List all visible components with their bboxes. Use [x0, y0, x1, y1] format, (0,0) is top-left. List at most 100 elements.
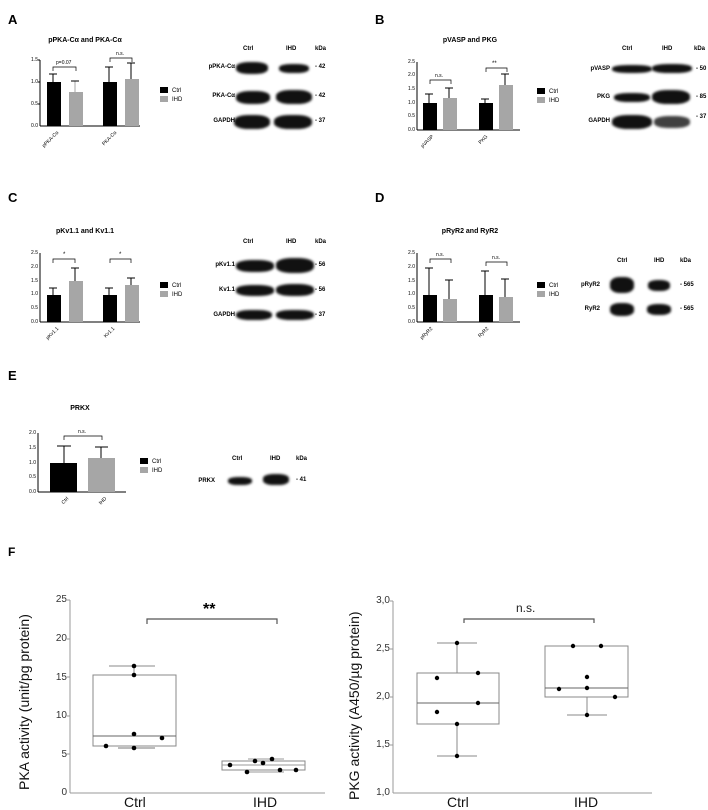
bar-plot-b: [416, 62, 520, 131]
blot-band: [274, 115, 312, 129]
blot-column-header: Ctrl: [243, 239, 254, 245]
bar-plot-e: [37, 433, 126, 493]
blot-row-label: GAPDH: [213, 312, 235, 318]
ytick: 0.5: [408, 113, 415, 119]
blot-band: [236, 260, 274, 272]
xtick-label: IHD: [253, 794, 278, 810]
chart-title-d: pRyR2 and RyR2: [441, 228, 499, 235]
kda-marker: - 37: [315, 118, 326, 124]
sig-annotation: *: [119, 252, 122, 258]
sig-annotation: n.s.: [436, 252, 445, 258]
ytick: 1.0: [408, 291, 415, 297]
bar-plot-c: [39, 253, 140, 323]
legend-label: Ctrl: [549, 89, 559, 95]
sig-annotation: **: [492, 61, 497, 67]
ytick: 0.5: [29, 474, 36, 480]
ytick: 2.0: [31, 264, 38, 270]
legend-label: IHD: [152, 468, 163, 474]
blot-column-header: Ctrl: [243, 46, 254, 52]
ytick: 1.5: [408, 278, 415, 284]
blot-row-label: pKv1.1: [215, 262, 235, 268]
ytick: 0.0: [31, 319, 38, 325]
blot-column-header: Ctrl: [617, 258, 628, 264]
legend-swatch-ctrl: [160, 282, 168, 289]
chart-title-e: PRKX: [70, 405, 90, 412]
legend-label: IHD: [172, 292, 183, 298]
blot-row-label: PKG: [596, 94, 610, 100]
blot-band: [234, 115, 270, 129]
kda-marker: - 565: [680, 282, 694, 288]
blot-column-header: IHD: [270, 456, 281, 462]
blot-column-header: IHD: [654, 258, 665, 264]
kda-header: kDa: [680, 258, 692, 264]
legend-label: Ctrl: [152, 459, 162, 465]
chart-title-c: pKv1.1 and Kv1.1: [56, 228, 114, 235]
blot-band: [276, 90, 312, 104]
kda-marker: - 50: [696, 66, 707, 72]
legend-swatch-ctrl: [160, 87, 168, 94]
xtick-label: Ctrl: [124, 794, 146, 810]
panel-letter-e: E: [8, 368, 17, 383]
pka-plot-area: [67, 599, 325, 794]
bar-plot-d: [416, 253, 520, 323]
blot-band: [612, 65, 652, 73]
blot-band: [228, 477, 252, 485]
blot-band: [263, 474, 289, 485]
ytick: 10: [55, 710, 67, 721]
kda-marker: - 56: [315, 262, 326, 268]
blot-column-header: Ctrl: [232, 456, 243, 462]
legend-label: Ctrl: [172, 283, 182, 289]
blot-band: [654, 116, 690, 128]
sig-annotation: **: [203, 601, 216, 618]
ytick: 0.5: [31, 305, 38, 311]
legend-b: Ctrl IHD: [537, 88, 559, 106]
sig-annotation: n.s.: [116, 51, 125, 57]
blot-band: [276, 310, 314, 320]
blot-band: [236, 91, 270, 104]
ytick: 20: [55, 633, 67, 644]
legend-a: Ctrl IHD: [160, 87, 182, 105]
legend-swatch-ihd: [160, 96, 168, 103]
chart-title-a: pPKA-Cα and PKA-Cα: [48, 37, 122, 44]
ytick: 1,0: [376, 787, 390, 798]
ytick: 2,0: [376, 691, 390, 702]
ytick: 1.0: [31, 291, 38, 297]
ytick: 1.0: [29, 460, 36, 466]
kda-marker: - 565: [680, 306, 694, 312]
kda-marker: - 42: [315, 93, 326, 99]
blot-band: [647, 304, 671, 315]
legend-swatch-ihd: [537, 291, 545, 298]
ytick: 0.5: [408, 305, 415, 311]
sig-annotation: p=0.07: [56, 60, 72, 66]
blot-band: [614, 93, 650, 102]
blot-band: [612, 115, 652, 129]
kda-header: kDa: [694, 46, 706, 52]
sig-annotation: *: [63, 252, 66, 258]
legend-swatch-ihd: [140, 467, 148, 474]
legend-e: Ctrl IHD: [140, 458, 162, 476]
ytick: 1.5: [31, 278, 38, 284]
blot-row-label: GAPDH: [213, 118, 235, 124]
blot-band: [236, 62, 268, 74]
blot-band: [648, 280, 670, 291]
panel-letter-a: A: [8, 12, 18, 27]
legend-swatch-ctrl: [537, 282, 545, 289]
ytick: 0.0: [31, 123, 38, 129]
kda-marker: - 41: [296, 477, 307, 483]
panel-letter-c: C: [8, 190, 18, 205]
legend-swatch-ihd: [537, 97, 545, 104]
legend-swatch-ihd: [160, 291, 168, 298]
ytick: 0.0: [408, 127, 415, 133]
ytick: 2.0: [408, 264, 415, 270]
blot-band: [276, 258, 314, 273]
ytick: 0.0: [29, 489, 36, 495]
legend-swatch-ctrl: [537, 88, 545, 95]
ytick: 3,0: [376, 595, 390, 606]
kda-header: kDa: [296, 456, 308, 462]
panel-letter-f: F: [8, 545, 16, 559]
blot-row-label: pRyR2: [580, 282, 600, 288]
sig-annotation: n.s.: [78, 429, 87, 435]
ytick: 15: [55, 672, 67, 683]
ytick: 2,5: [376, 643, 390, 654]
